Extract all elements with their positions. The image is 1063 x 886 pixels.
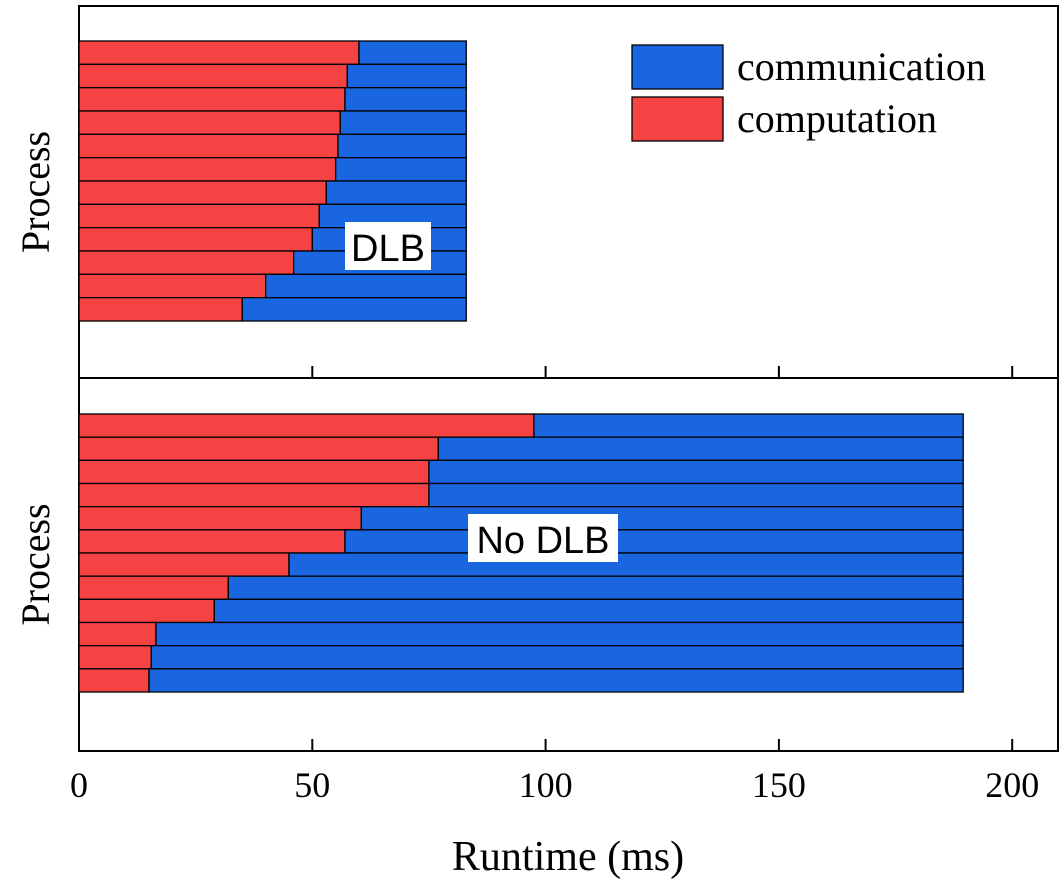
bar-computation bbox=[78, 157, 337, 182]
bar-computation bbox=[78, 63, 348, 89]
bar-computation bbox=[78, 506, 362, 531]
y-axis-label: Process bbox=[13, 503, 58, 625]
x-tick-label: 150 bbox=[752, 765, 806, 805]
bar-communication bbox=[334, 157, 467, 182]
bar-computation bbox=[78, 668, 150, 693]
x-axis-label: Runtime (ms) bbox=[452, 834, 684, 880]
panel-dlb: DLB Process bbox=[13, 5, 1059, 379]
bar-computation bbox=[78, 203, 320, 229]
bar-communication bbox=[325, 180, 467, 205]
legend-swatch-computation bbox=[631, 96, 724, 142]
bar-communication bbox=[428, 482, 964, 508]
annotation-box bbox=[468, 514, 618, 562]
bar-computation bbox=[78, 459, 430, 485]
bar-computation bbox=[78, 250, 295, 275]
legend-label-computation: computation bbox=[737, 96, 937, 141]
bar-communication bbox=[533, 413, 964, 438]
bar-computation bbox=[78, 529, 346, 554]
bar-communication bbox=[437, 436, 964, 461]
bar-computation bbox=[78, 575, 229, 600]
bar-computation bbox=[78, 436, 439, 461]
bar-computation bbox=[78, 227, 313, 252]
bar-communication bbox=[346, 63, 467, 89]
bar-communication bbox=[428, 459, 964, 485]
bar-computation bbox=[78, 482, 430, 508]
bar-communication bbox=[227, 575, 964, 600]
bar-computation bbox=[78, 413, 535, 438]
x-tick-label: 200 bbox=[985, 765, 1039, 805]
x-axis: 0 50 100 150 200 Runtime (ms) bbox=[70, 765, 1039, 880]
bar-communication bbox=[358, 40, 467, 65]
y-axis-label: Process bbox=[13, 131, 58, 253]
bar-communication bbox=[213, 598, 964, 624]
bar-computation bbox=[78, 645, 152, 670]
bar-computation bbox=[78, 180, 327, 205]
bar-computation bbox=[78, 133, 339, 159]
x-tick-label: 50 bbox=[294, 765, 330, 805]
x-tick-label: 100 bbox=[519, 765, 573, 805]
bar-communication bbox=[360, 506, 964, 531]
bar-communication bbox=[339, 110, 467, 135]
bar-communication bbox=[148, 668, 964, 693]
legend-swatch-communication bbox=[631, 44, 724, 90]
bar-communication bbox=[344, 529, 964, 554]
bar-communication bbox=[288, 552, 964, 577]
bar-computation bbox=[78, 40, 360, 65]
bar-communication bbox=[337, 133, 467, 159]
x-tick-label: 0 bbox=[70, 765, 88, 805]
bar-computation bbox=[78, 552, 290, 577]
bar-communication bbox=[155, 621, 964, 647]
bar-communication bbox=[241, 297, 467, 322]
legend: communication computation bbox=[631, 44, 986, 142]
bar-computation bbox=[78, 598, 215, 624]
bar-communication bbox=[150, 645, 964, 670]
bar-computation bbox=[78, 273, 267, 299]
bar-computation bbox=[78, 87, 346, 112]
annotation-label: DLB bbox=[351, 228, 425, 270]
annotation-box bbox=[345, 222, 431, 270]
legend-label-communication: communication bbox=[737, 44, 986, 89]
bar-computation bbox=[78, 297, 243, 322]
bar-communication bbox=[264, 273, 467, 299]
annotation-label: No DLB bbox=[476, 520, 609, 562]
bar-computation bbox=[78, 621, 157, 647]
panel-no-dlb: No DLB Process bbox=[13, 377, 1059, 752]
bar-computation bbox=[78, 110, 341, 135]
bar-communication bbox=[344, 87, 467, 112]
